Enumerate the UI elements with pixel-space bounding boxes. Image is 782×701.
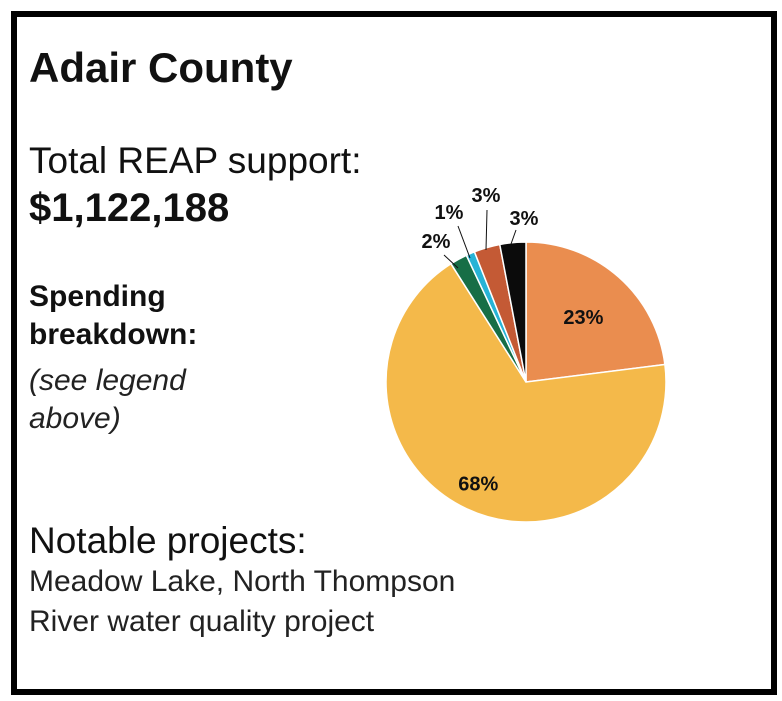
pie-slice-label-6: 3% <box>510 208 539 230</box>
pie-slice-6 <box>498 241 527 383</box>
pie-slice-label-5: 3% <box>472 185 501 207</box>
pie-leader-line-5 <box>485 209 488 251</box>
pie-slice-label-4: 1% <box>435 202 464 224</box>
spending-heading-line2: breakdown: <box>29 318 198 351</box>
pie-leader-line-4 <box>457 225 471 259</box>
legend-note-line2: above) <box>29 402 121 435</box>
pie-leader-line-3 <box>443 254 459 269</box>
total-support-label: Total REAP support: <box>29 140 362 181</box>
spending-breakdown-heading: Spending breakdown: <box>29 278 197 354</box>
notable-projects-text: Meadow Lake, North Thompson River water … <box>29 562 455 642</box>
county-title: Adair County <box>29 44 293 91</box>
spending-heading-line1: Spending <box>29 280 166 313</box>
legend-note: (see legend above) <box>29 362 186 438</box>
pie-slice-2 <box>385 262 667 523</box>
pie-leader-line-6 <box>510 229 517 245</box>
projects-line1: Meadow Lake, North Thompson <box>29 565 456 598</box>
projects-line2: River water quality project <box>29 605 375 638</box>
pie-slice-label-1: 23% <box>563 307 603 329</box>
pie-slice-label-2: 68% <box>458 473 498 495</box>
notable-projects-label: Notable projects: <box>29 520 307 561</box>
pie-slice-label-3: 2% <box>422 231 451 253</box>
total-support-value: $1,122,188 <box>29 186 230 230</box>
pie-slice-1 <box>525 241 666 383</box>
legend-note-line1: (see legend <box>29 364 186 397</box>
